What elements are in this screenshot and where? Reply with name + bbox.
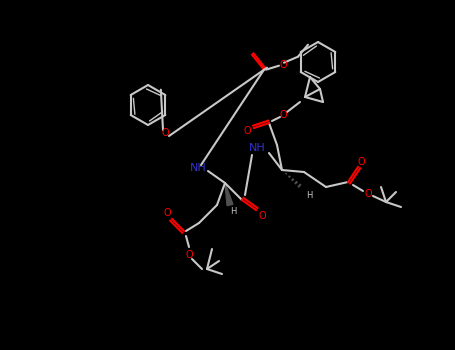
Text: O: O — [364, 189, 372, 199]
Text: H: H — [306, 190, 312, 199]
Text: O: O — [185, 250, 193, 260]
Text: O: O — [161, 128, 169, 138]
Text: O: O — [243, 126, 251, 136]
Text: NH: NH — [190, 163, 207, 173]
Text: O: O — [357, 157, 365, 167]
Text: NH: NH — [248, 143, 265, 153]
Text: H: H — [230, 208, 236, 217]
Text: O: O — [258, 211, 266, 221]
Text: O: O — [279, 60, 287, 70]
Text: O: O — [163, 208, 171, 218]
Polygon shape — [225, 183, 233, 206]
Text: O: O — [279, 110, 287, 120]
